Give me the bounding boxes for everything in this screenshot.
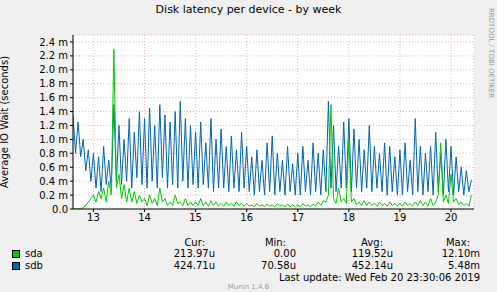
html-text:Disk latency per device - by w: Disk latency per device - by week xyxy=(155,3,342,16)
html-text:RRDTOOL / TOBI OETIKER: RRDTOOL / TOBI OETIKER xyxy=(487,8,495,99)
svg-text:2.0 m: 2.0 m xyxy=(39,64,68,75)
svg-text:1.4 m: 1.4 m xyxy=(39,106,68,117)
html-text:Min:: Min: xyxy=(264,237,286,248)
svg-text:20: 20 xyxy=(445,212,458,223)
html-text:5.48m: 5.48m xyxy=(448,260,480,271)
html-text:Last update: Wed Feb 20 23:30:: Last update: Wed Feb 20 23:30:06 2019 xyxy=(278,272,480,283)
svg-text:15: 15 xyxy=(189,212,202,223)
svg-text:0.8 m: 0.8 m xyxy=(39,148,68,159)
svg-text:13: 13 xyxy=(87,212,100,223)
html-text:424.71u: 424.71u xyxy=(173,260,215,271)
html-text:213.97u: 213.97u xyxy=(173,248,215,259)
html-text:0.00: 0.00 xyxy=(273,248,296,259)
html-text:452.14u: 452.14u xyxy=(351,260,393,271)
html-text:12.10m: 12.10m xyxy=(441,248,480,259)
svg-text:1.0 m: 1.0 m xyxy=(39,134,68,145)
svg-text:16: 16 xyxy=(240,212,253,223)
svg-text:14: 14 xyxy=(138,212,151,223)
html-text:Cur:: Cur: xyxy=(184,237,205,248)
svg-text:17: 17 xyxy=(291,212,304,223)
svg-text:1.2 m: 1.2 m xyxy=(39,120,68,131)
svg-text:2.2 m: 2.2 m xyxy=(39,50,68,61)
svg-text:0.0: 0.0 xyxy=(52,204,68,215)
html-text:sdb: sdb xyxy=(25,260,43,271)
svg-text:18: 18 xyxy=(342,212,355,223)
svg-text:19: 19 xyxy=(394,212,407,223)
html-text:sda: sda xyxy=(25,248,43,259)
html-text:Munin 1.4.6: Munin 1.4.6 xyxy=(227,283,270,291)
html-text:Avg:: Avg: xyxy=(361,237,383,248)
svg-text:1.6 m: 1.6 m xyxy=(39,92,68,103)
svg-text:0.4 m: 0.4 m xyxy=(39,176,68,187)
svg-text:0.6 m: 0.6 m xyxy=(39,162,68,173)
html-text:70.58u: 70.58u xyxy=(261,260,296,271)
svg-text:Average IO Wait (seconds): Average IO Wait (seconds) xyxy=(8,56,10,188)
html-text:119.52u: 119.52u xyxy=(351,248,393,259)
svg-text:1.8 m: 1.8 m xyxy=(39,78,68,89)
svg-text:2.4 m: 2.4 m xyxy=(39,37,68,48)
svg-text:0.2 m: 0.2 m xyxy=(39,190,68,201)
html-text:Max:: Max: xyxy=(446,237,470,248)
